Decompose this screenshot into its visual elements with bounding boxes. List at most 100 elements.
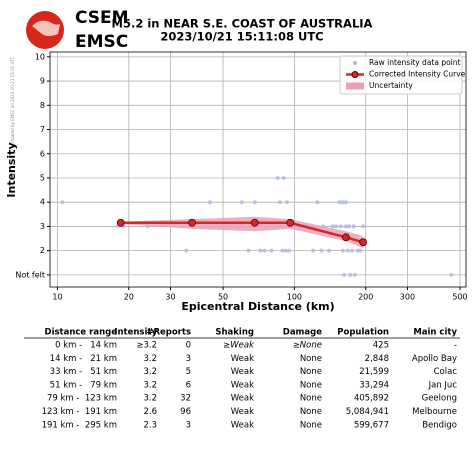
raw-point — [343, 200, 348, 205]
raw-point — [340, 200, 345, 205]
table-cell: Jan Juc — [428, 380, 458, 390]
table-cell: 32 — [180, 394, 191, 404]
legend-label: Uncertainty — [369, 81, 413, 90]
table-cell: 3 — [186, 420, 191, 430]
table-cell: 21,599 — [359, 367, 389, 377]
raw-point — [283, 248, 288, 253]
table-header: Main city — [413, 328, 457, 338]
table-header: Population — [337, 328, 389, 338]
x-tick-label: 100 — [287, 293, 302, 302]
table-cell: None — [300, 354, 322, 364]
raw-point — [311, 248, 316, 253]
raw-point — [262, 248, 267, 253]
raw-point — [358, 248, 363, 253]
raw-point — [258, 248, 263, 253]
table-cell: Weak — [231, 407, 254, 417]
table-cell: ≥None — [293, 341, 322, 351]
table-cell: None — [300, 394, 322, 404]
table-cell: 0 km - 14 km — [55, 341, 117, 351]
raw-point — [287, 248, 292, 253]
table-cell: 405,892 — [354, 394, 389, 404]
logo-text: CSEM — [75, 8, 129, 28]
raw-point — [319, 248, 324, 253]
table-cell: None — [300, 407, 322, 417]
raw-point — [330, 224, 335, 229]
table-cell: 6 — [186, 380, 191, 390]
table-cell: 14 km - 21 km — [50, 354, 117, 364]
raw-point — [334, 224, 339, 229]
raw-point — [281, 175, 286, 180]
raw-point — [320, 224, 325, 229]
x-tick-label: 30 — [165, 293, 175, 302]
x-tick-label: 200 — [358, 293, 373, 302]
table-cell: 33,294 — [359, 380, 389, 390]
raw-point — [60, 200, 65, 205]
uncertainty-band — [120, 216, 364, 249]
y-tick-label: 9 — [40, 77, 45, 86]
table-header: Damage — [283, 328, 322, 338]
curve-point — [359, 238, 368, 247]
raw-point — [246, 248, 251, 253]
raw-point — [252, 200, 257, 205]
y-tick-label: 8 — [40, 101, 45, 110]
raw-point — [269, 248, 274, 253]
table-cell: Bendigo — [422, 420, 457, 430]
y-tick-label: 6 — [40, 149, 45, 158]
raw-point — [275, 175, 280, 180]
raw-point — [352, 272, 357, 277]
raw-point — [340, 248, 345, 253]
table-cell: 5 — [186, 367, 191, 377]
table-cell: 123 km - 191 km — [42, 407, 117, 417]
raw-point — [207, 200, 212, 205]
table-cell: 3.2 — [143, 380, 157, 390]
y-tick-label: 10 — [35, 52, 45, 61]
table-cell: Apollo Bay — [412, 354, 457, 364]
raw-point — [351, 224, 356, 229]
x-tick-label: 300 — [400, 293, 415, 302]
curve-point — [342, 233, 350, 242]
table-header: Shaking — [215, 328, 254, 338]
table-header: #Reports — [146, 328, 191, 338]
raw-point — [239, 200, 244, 205]
table-cell: Weak — [231, 394, 254, 404]
table-cell: 3.2 — [143, 394, 157, 404]
x-tick-label: 10 — [52, 293, 62, 302]
legend-label: Raw intensity data point — [369, 58, 461, 67]
raw-point — [349, 248, 354, 253]
curve-point — [250, 218, 259, 227]
raw-point — [280, 248, 285, 253]
table-cell: 96 — [180, 407, 191, 417]
logo-text: EMSC — [75, 32, 128, 52]
raw-point — [346, 224, 351, 229]
x-axis-label: Epicentral Distance (km) — [181, 300, 334, 313]
table-cell: 191 km - 295 km — [42, 420, 117, 430]
table-cell: 2.3 — [143, 420, 157, 430]
legend-marker — [346, 82, 364, 90]
plot: Not felt 2 3 4 5 6 7 8 9 10 10 20 30 50 100 200 300 500 Ra… — [15, 51, 468, 302]
chart-title: M5.2 in NEAR S.E. COAST OF AUSTRALIA — [112, 17, 373, 31]
legend-marker — [353, 61, 357, 65]
x-tick-label: 500 — [452, 293, 467, 302]
raw-point — [315, 200, 320, 205]
table-cell: 5,084,941 — [346, 407, 389, 417]
raw-point — [184, 248, 189, 253]
table-cell: 0 — [186, 341, 191, 351]
curve-point — [286, 218, 295, 227]
table-cell: None — [300, 380, 322, 390]
y-axis-label: Intensity — [5, 142, 18, 197]
table-cell: 3.2 — [143, 367, 157, 377]
table-cell: - — [454, 341, 457, 351]
table-cell: 599,677 — [354, 420, 389, 430]
table-header: Distance range — [45, 328, 118, 338]
curve-point — [116, 218, 125, 227]
legend-label: Corrected Intensity Curve — [369, 70, 466, 79]
table-cell: ≥Weak — [223, 341, 255, 351]
y-tick-label: 3 — [40, 222, 45, 231]
raw-point — [342, 272, 347, 277]
table-cell: 2,848 — [365, 354, 389, 364]
table-cell: Colac — [434, 367, 458, 377]
raw-point — [343, 224, 348, 229]
raw-point — [449, 272, 454, 277]
logo-map — [32, 20, 60, 36]
